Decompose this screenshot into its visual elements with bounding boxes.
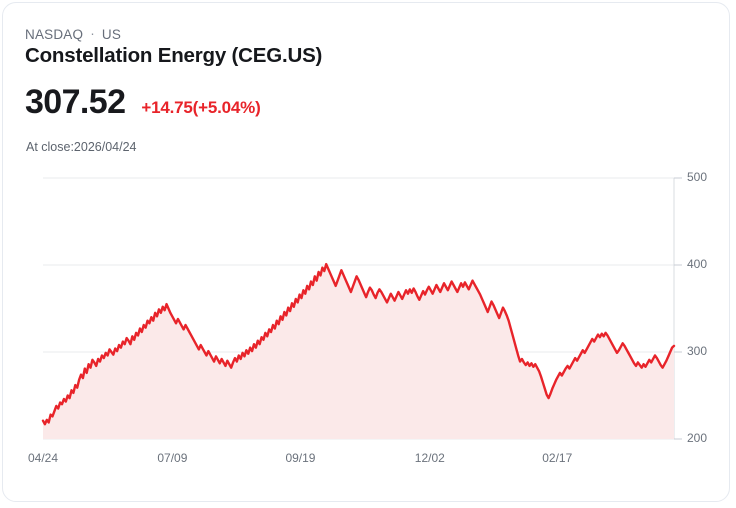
- page-title: Constellation Energy (CEG.US): [25, 44, 323, 67]
- market-status-note: At close:2026/04/24: [26, 140, 137, 154]
- region-code: US: [101, 26, 122, 42]
- y-axis-tick-label: 500: [687, 170, 708, 184]
- exchange-region-row: NASDAQ · US: [25, 26, 121, 42]
- x-axis-tick-label: 07/09: [157, 451, 188, 465]
- y-axis-tick-label: 300: [687, 344, 708, 358]
- exchange-name: NASDAQ: [25, 26, 84, 42]
- current-price: 307.52: [25, 83, 126, 121]
- stock-quote-card: NASDAQ · US Constellation Energy (CEG.US) …: [2, 2, 730, 502]
- x-axis-tick-label: 12/02: [414, 451, 445, 465]
- y-axis-tick-label: 200: [687, 431, 708, 445]
- chart-line: [41, 262, 676, 426]
- separator-dot: ·: [90, 25, 95, 41]
- x-axis-tick-label: 04/24: [28, 451, 59, 465]
- price-change: +14.75(+5.04%): [141, 98, 261, 117]
- x-axis-tick-label: 02/17: [542, 451, 573, 465]
- x-axis-tick-label: 09/19: [285, 451, 316, 465]
- chart-svg: [41, 177, 682, 440]
- price-row: 307.52 +14.75(+5.04%): [25, 83, 261, 122]
- price-history-chart[interactable]: 04/24 07/09 09/19 12/02 02/17 200 300 400 500: [3, 3, 729, 501]
- chart-area-fill: [43, 264, 674, 439]
- y-axis-tick-label: 400: [687, 257, 708, 271]
- chart-tick-marks: [674, 177, 682, 440]
- chart-gridlines: [43, 177, 674, 440]
